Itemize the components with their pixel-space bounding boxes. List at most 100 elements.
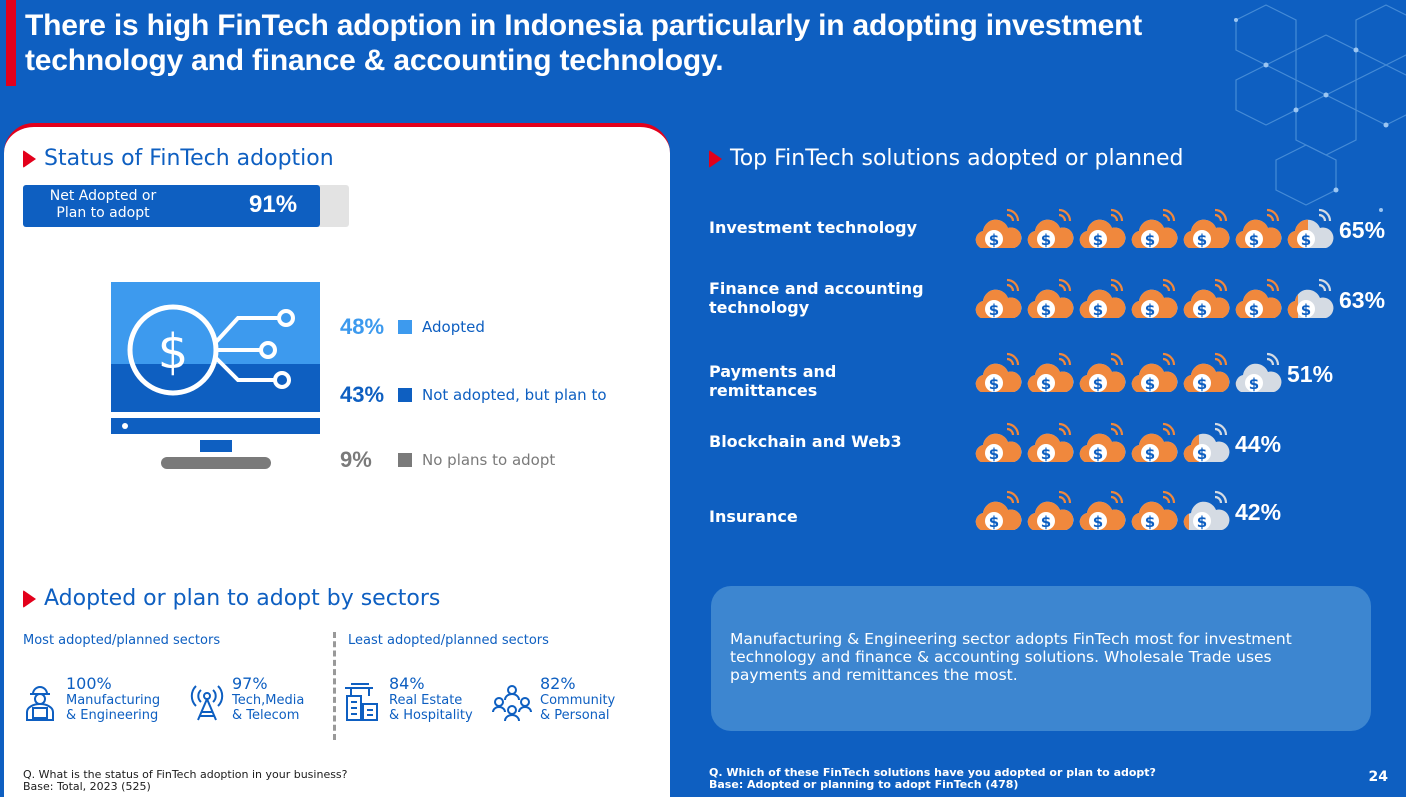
svg-text:$: $ <box>1041 375 1051 393</box>
solution-pct: 51% <box>1287 361 1334 387</box>
svg-text:$: $ <box>989 301 999 319</box>
sector-name: & Personal <box>540 708 610 723</box>
dollar-cloud-icon: $ <box>1131 278 1178 319</box>
dollar-cloud-icon: $ <box>1131 208 1178 249</box>
legend-swatch <box>398 320 412 334</box>
solutions-heading: Top FinTech solutions adopted or planned <box>709 146 1184 171</box>
sector-name: Community <box>540 693 616 708</box>
cloud-pictogram: $ $ $ $ $ $ <box>975 352 1282 393</box>
status-heading-text: Status of FinTech adoption <box>44 146 334 171</box>
svg-text:$: $ <box>989 445 999 463</box>
sector-name: Tech,Media <box>232 693 305 708</box>
title-accent-bar <box>6 0 16 86</box>
legend-pct: 9% <box>340 447 372 472</box>
dollar-cloud-icon: $ <box>1079 422 1126 463</box>
cloud-pictogram: $ $ $ $ $ $ $ <box>975 278 1334 319</box>
legend-label: Adopted <box>422 318 485 336</box>
svg-text:$: $ <box>1093 231 1103 249</box>
sector-pct: 84% <box>389 674 425 693</box>
svg-text:$: $ <box>1301 231 1311 249</box>
sectors-heading: Adopted or plan to adopt by sectors <box>23 586 440 611</box>
svg-text:$: $ <box>1249 375 1259 393</box>
svg-text:$: $ <box>989 513 999 531</box>
legend-no-plans: 9% No plans to adopt <box>340 447 555 473</box>
legend-pct: 43% <box>340 382 385 407</box>
dollar-cloud-icon: $ <box>1287 208 1334 249</box>
legend-label: Not adopted, but plan to <box>422 386 607 404</box>
svg-text:$: $ <box>1093 513 1103 531</box>
solution-label: Payments and remittances <box>709 362 837 400</box>
dollar-cloud-icon: $ <box>975 422 1022 463</box>
svg-text:$: $ <box>1041 513 1051 531</box>
footnote-right: Q. Which of these FinTech solutions have… <box>709 767 1156 791</box>
solution-row: Payments and remittances $ $ $ $ $ $51% <box>709 348 1399 404</box>
dollar-cloud-icon: $ <box>1131 422 1178 463</box>
solution-row: Blockchain and Web3 $ $ $ $ $44% <box>709 418 1399 474</box>
dollar-cloud-icon: $ <box>1235 278 1282 319</box>
worker-icon <box>26 686 54 721</box>
insight-note: Manufacturing & Engineering sector adopt… <box>711 586 1371 731</box>
solution-row: Investment technology $ $ $ $ $ $ $65% <box>709 204 1399 260</box>
dollar-cloud-icon: $ <box>1027 208 1074 249</box>
legend-swatch <box>398 453 412 467</box>
solution-label: Insurance <box>709 507 798 526</box>
sectors-heading-text: Adopted or plan to adopt by sectors <box>44 586 441 611</box>
legend-label: No plans to adopt <box>422 451 556 469</box>
building-icon <box>345 683 378 721</box>
footnote-left: Q. What is the status of FinTech adoptio… <box>23 769 348 793</box>
dollar-cloud-icon: $ <box>975 490 1022 531</box>
solution-label: Blockchain and Web3 <box>709 432 902 451</box>
cloud-pictogram: $ $ $ $ $ $ $ <box>975 208 1334 249</box>
dollar-cloud-icon: $ <box>1183 490 1230 531</box>
dollar-cloud-icon: $ <box>1131 352 1178 393</box>
svg-text:$: $ <box>1249 301 1259 319</box>
status-heading: Status of FinTech adoption <box>23 146 334 171</box>
dollar-cloud-icon: $ <box>1287 278 1334 319</box>
sector-name: & Hospitality <box>389 708 473 723</box>
legend-swatch <box>398 388 412 402</box>
dollar-cloud-icon: $ <box>1079 352 1126 393</box>
svg-text:$: $ <box>1197 513 1207 531</box>
antenna-icon <box>190 685 224 721</box>
dollar-cloud-icon: $ <box>1027 490 1074 531</box>
svg-text:$: $ <box>1145 375 1155 393</box>
dollar-cloud-icon: $ <box>1183 278 1230 319</box>
triangle-bullet-icon <box>709 149 722 168</box>
legend-plan-to: 43% Not adopted, but plan to <box>340 382 607 408</box>
triangle-bullet-icon <box>23 149 36 168</box>
svg-text:$: $ <box>1145 231 1155 249</box>
community-icon <box>492 685 532 722</box>
svg-text:$: $ <box>1041 301 1051 319</box>
footnote-question: Q. What is the status of FinTech adoptio… <box>23 768 348 781</box>
dollar-cloud-icon: $ <box>1183 208 1230 249</box>
svg-text:$: $ <box>1145 513 1155 531</box>
footnote-base: Base: Total, 2023 (525) <box>23 780 151 793</box>
sector-pct: 82% <box>540 674 576 693</box>
svg-text:$: $ <box>1041 445 1051 463</box>
solution-label: Investment technology <box>709 218 918 237</box>
triangle-bullet-icon <box>23 589 36 608</box>
net-adoption-fill <box>23 185 320 227</box>
svg-text:$: $ <box>1145 301 1155 319</box>
sector-tech-media: 97% Tech,Media & Telecom <box>190 674 304 723</box>
dollar-cloud-icon: $ <box>1183 352 1230 393</box>
dollar-cloud-icon: $ <box>1027 352 1074 393</box>
dollar-cloud-icon: $ <box>1027 278 1074 319</box>
dollar-cloud-icon: $ <box>1235 208 1282 249</box>
net-adoption-value: 91% <box>249 191 298 218</box>
solution-row: Insurance $ $ $ $ $42% <box>709 486 1399 542</box>
most-adopted-label: Most adopted/planned sectors <box>23 633 221 648</box>
page-title: There is high FinTech adoption in Indone… <box>25 9 1143 77</box>
net-adoption-bar: Net Adopted or Plan to adopt 91% <box>23 185 349 227</box>
dollar-cloud-icon: $ <box>975 278 1022 319</box>
svg-text:$: $ <box>1093 301 1103 319</box>
sector-pct: 100% <box>66 674 112 693</box>
legend-pct: 48% <box>340 314 385 339</box>
sector-manufacturing: 100% Manufacturing & Engineering <box>22 674 160 723</box>
svg-text:$: $ <box>1197 301 1207 319</box>
footnote-base: Base: Adopted or planning to adopt FinTe… <box>709 778 1019 791</box>
svg-text:$: $ <box>989 231 999 249</box>
dollar-cloud-icon: $ <box>1235 352 1282 393</box>
svg-text:$: $ <box>1197 231 1207 249</box>
sector-name: Real Estate <box>389 693 463 708</box>
